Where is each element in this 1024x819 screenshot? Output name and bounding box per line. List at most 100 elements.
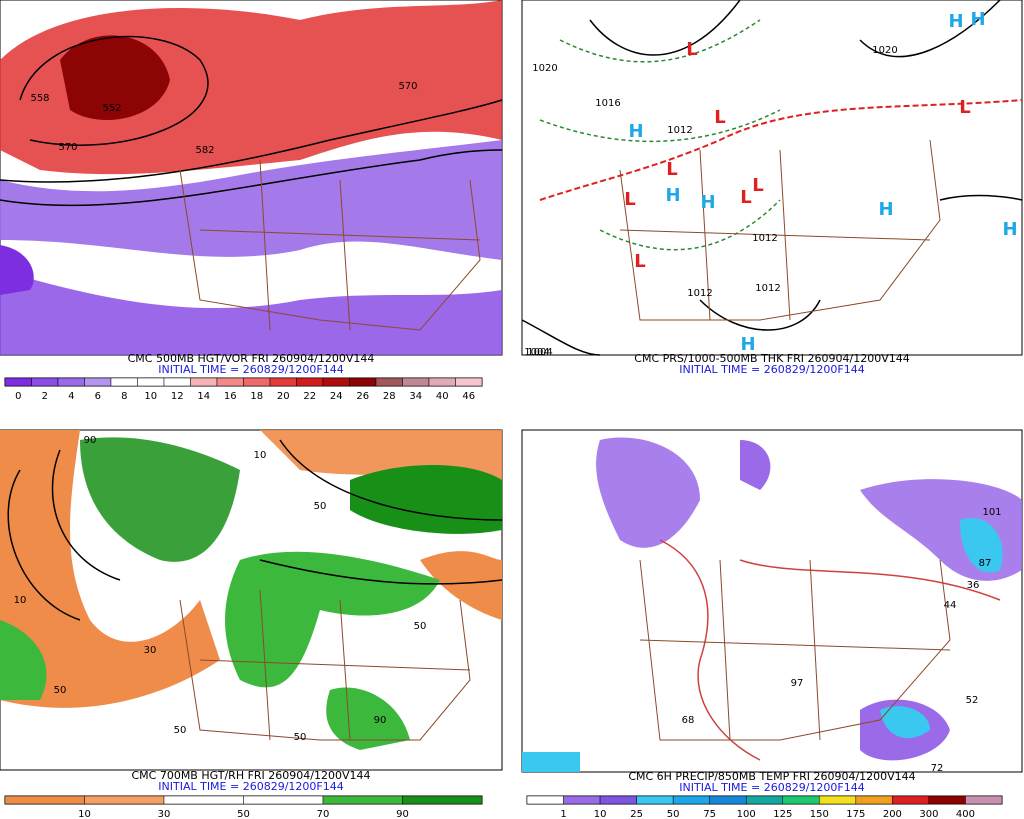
contour-label: 101 <box>982 507 1001 518</box>
colorbar-label: 26 <box>356 391 369 402</box>
colorbar-label: 40 <box>436 391 449 402</box>
colorbar-label: 25 <box>630 809 643 819</box>
colorbar-label: 10 <box>144 391 157 402</box>
contour-label: 1004 <box>524 347 549 358</box>
initial-time: INITIAL TIME = 260829/1200F144 <box>679 363 864 376</box>
map-precip <box>521 429 1023 773</box>
colorbar-label: 10 <box>78 809 91 819</box>
colorbar-label: 0 <box>15 391 21 402</box>
low-center: L <box>624 189 635 210</box>
contour-label: 90 <box>84 435 97 446</box>
contour-label: 50 <box>54 685 67 696</box>
colorbar-label: 100 <box>737 809 756 819</box>
contour-label: 10 <box>254 450 267 461</box>
colorbar-label: 34 <box>409 391 422 402</box>
colorbar-swatch <box>402 795 483 805</box>
colorbar-label: 50 <box>237 809 250 819</box>
colorbar-label: 46 <box>462 391 475 402</box>
colorbar-swatch <box>375 377 403 387</box>
colorbar-swatch <box>296 377 324 387</box>
colorbar-swatch <box>965 795 1003 805</box>
colorbar-label: 125 <box>773 809 792 819</box>
contour-label: 582 <box>195 145 214 156</box>
low-center: L <box>740 187 751 208</box>
contour-label: 1012 <box>667 125 692 136</box>
initial-time: INITIAL TIME = 260829/1200F144 <box>158 780 343 793</box>
low-center: L <box>634 251 645 272</box>
initial-time: INITIAL TIME = 260829/1200F144 <box>158 363 343 376</box>
colorbar-label: 50 <box>667 809 680 819</box>
colorbar-swatch <box>163 377 191 387</box>
colorbar-swatch <box>855 795 893 805</box>
contour-label: 50 <box>294 732 307 743</box>
colorbar-swatch <box>709 795 747 805</box>
colorbar-label: 28 <box>383 391 396 402</box>
colorbar-swatch <box>31 377 59 387</box>
colorbar-swatch <box>110 377 138 387</box>
colorbar-swatch <box>745 795 784 805</box>
contour-label: 570 <box>58 142 77 153</box>
colorbar-swatch <box>636 795 674 805</box>
colorbar-label: 70 <box>317 809 330 819</box>
caption: CMC 700MB HGT/RH FRI 260904/1200V144 <box>131 769 370 782</box>
colorbar-label: 10 <box>594 809 607 819</box>
colorbar-swatch <box>526 795 564 805</box>
contour-label: 68 <box>682 715 695 726</box>
colorbar-swatch <box>563 795 601 805</box>
colorbar-label: 175 <box>846 809 865 819</box>
colorbar-label: 1 <box>560 809 566 819</box>
map-vorticity <box>0 0 503 356</box>
colorbar-swatch <box>57 377 85 387</box>
contour-label: 1016 <box>595 98 620 109</box>
colorbar-swatch <box>269 377 297 387</box>
colorbar-label: 300 <box>919 809 938 819</box>
colorbar-label: 75 <box>703 809 716 819</box>
contour-label: 50 <box>314 501 327 512</box>
low-center: L <box>959 97 970 118</box>
contour-label: 87 <box>979 558 992 569</box>
contour-label: 1012 <box>687 288 712 299</box>
low-center: L <box>752 175 763 196</box>
contour-label: 1020 <box>532 63 557 74</box>
contour-label: 1004 <box>527 347 552 358</box>
contour-label: 52 <box>966 695 979 706</box>
contour-label: 10 <box>14 595 27 606</box>
colorbar-label: 30 <box>158 809 171 819</box>
caption: CMC PRS/1000-500MB THK FRI 260904/1200V1… <box>634 352 909 365</box>
caption: CMC 500MB HGT/VOR FRI 260904/1200V144 <box>128 352 375 365</box>
colorbar-swatch <box>402 377 430 387</box>
colorbar-swatch <box>349 377 377 387</box>
low-center: L <box>666 159 677 180</box>
colorbar-swatch <box>84 795 165 805</box>
map-humidity <box>0 429 503 771</box>
contour-label: 1012 <box>752 233 777 244</box>
colorbar-label: 150 <box>810 809 829 819</box>
colorbar-label: 400 <box>956 809 975 819</box>
high-center: H <box>878 199 893 220</box>
colorbar-swatch <box>190 377 218 387</box>
colorbar-swatch <box>428 377 456 387</box>
colorbar-swatch <box>84 377 112 387</box>
contour-label: 50 <box>174 725 187 736</box>
colorbar-label: 24 <box>330 391 343 402</box>
contour-label: 570 <box>398 81 417 92</box>
colorbar-swatch <box>322 795 403 805</box>
colorbar-label: 18 <box>250 391 263 402</box>
colorbar-label: 22 <box>303 391 316 402</box>
colorbar-label: 14 <box>197 391 210 402</box>
initial-time: INITIAL TIME = 260829/1200F144 <box>679 781 864 794</box>
colorbar-swatch <box>4 795 85 805</box>
high-center: H <box>665 185 680 206</box>
colorbar-label: 20 <box>277 391 290 402</box>
contour-label: 72 <box>931 763 944 774</box>
contour-label: 558 <box>30 93 49 104</box>
colorbar-swatch <box>137 377 165 387</box>
colorbar-label: 2 <box>42 391 48 402</box>
contour-label: 97 <box>791 678 804 689</box>
colorbar-swatch <box>782 795 820 805</box>
map-pressure <box>521 0 1023 356</box>
caption: CMC 6H PRECIP/850MB TEMP FRI 260904/1200… <box>628 770 915 783</box>
colorbar-swatch <box>892 795 930 805</box>
contour-label: 50 <box>414 621 427 632</box>
colorbar-label: 200 <box>883 809 902 819</box>
